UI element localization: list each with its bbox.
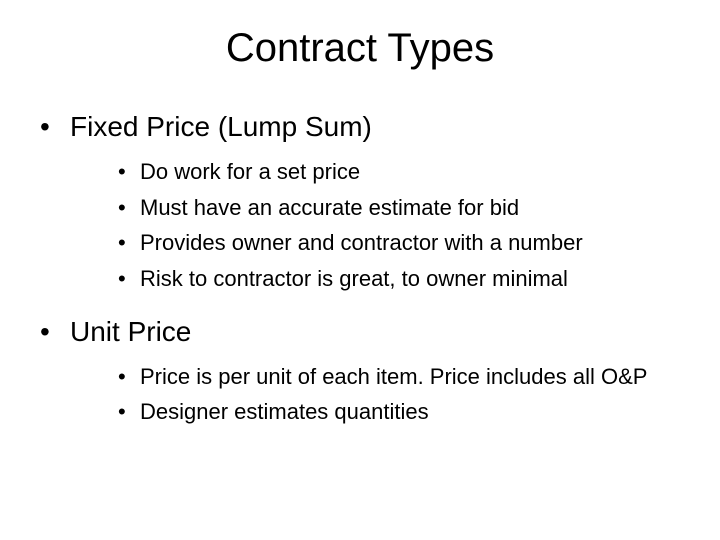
bullet-icon: • bbox=[118, 193, 140, 223]
list-item: • Unit Price bbox=[40, 316, 680, 348]
bullet-icon: • bbox=[118, 228, 140, 258]
bullet-list-level1: • Fixed Price (Lump Sum) bbox=[40, 111, 680, 143]
bullet-list-level2: • Do work for a set price • Must have an… bbox=[118, 157, 680, 294]
list-item-text: Designer estimates quantities bbox=[140, 397, 680, 427]
list-item: • Must have an accurate estimate for bid bbox=[118, 193, 680, 223]
bullet-icon: • bbox=[40, 316, 70, 348]
list-item-text: Unit Price bbox=[70, 316, 680, 348]
list-item: • Provides owner and contractor with a n… bbox=[118, 228, 680, 258]
list-item-text: Provides owner and contractor with a num… bbox=[140, 228, 680, 258]
bullet-icon: • bbox=[118, 397, 140, 427]
list-item-text: Fixed Price (Lump Sum) bbox=[70, 111, 680, 143]
list-item-text: Risk to contractor is great, to owner mi… bbox=[140, 264, 680, 294]
slide-title: Contract Types bbox=[40, 26, 680, 71]
bullet-icon: • bbox=[40, 111, 70, 143]
list-item: • Price is per unit of each item. Price … bbox=[118, 362, 680, 392]
bullet-icon: • bbox=[118, 264, 140, 294]
list-item-text: Must have an accurate estimate for bid bbox=[140, 193, 680, 223]
list-item: • Designer estimates quantities bbox=[118, 397, 680, 427]
bullet-list-level1: • Unit Price bbox=[40, 316, 680, 348]
list-item: • Do work for a set price bbox=[118, 157, 680, 187]
bullet-icon: • bbox=[118, 362, 140, 392]
slide: Contract Types • Fixed Price (Lump Sum) … bbox=[0, 0, 720, 540]
bullet-icon: • bbox=[118, 157, 140, 187]
bullet-list-level2: • Price is per unit of each item. Price … bbox=[118, 362, 680, 427]
list-item-text: Do work for a set price bbox=[140, 157, 680, 187]
list-item: • Risk to contractor is great, to owner … bbox=[118, 264, 680, 294]
list-item-text: Price is per unit of each item. Price in… bbox=[140, 362, 680, 392]
list-item: • Fixed Price (Lump Sum) bbox=[40, 111, 680, 143]
